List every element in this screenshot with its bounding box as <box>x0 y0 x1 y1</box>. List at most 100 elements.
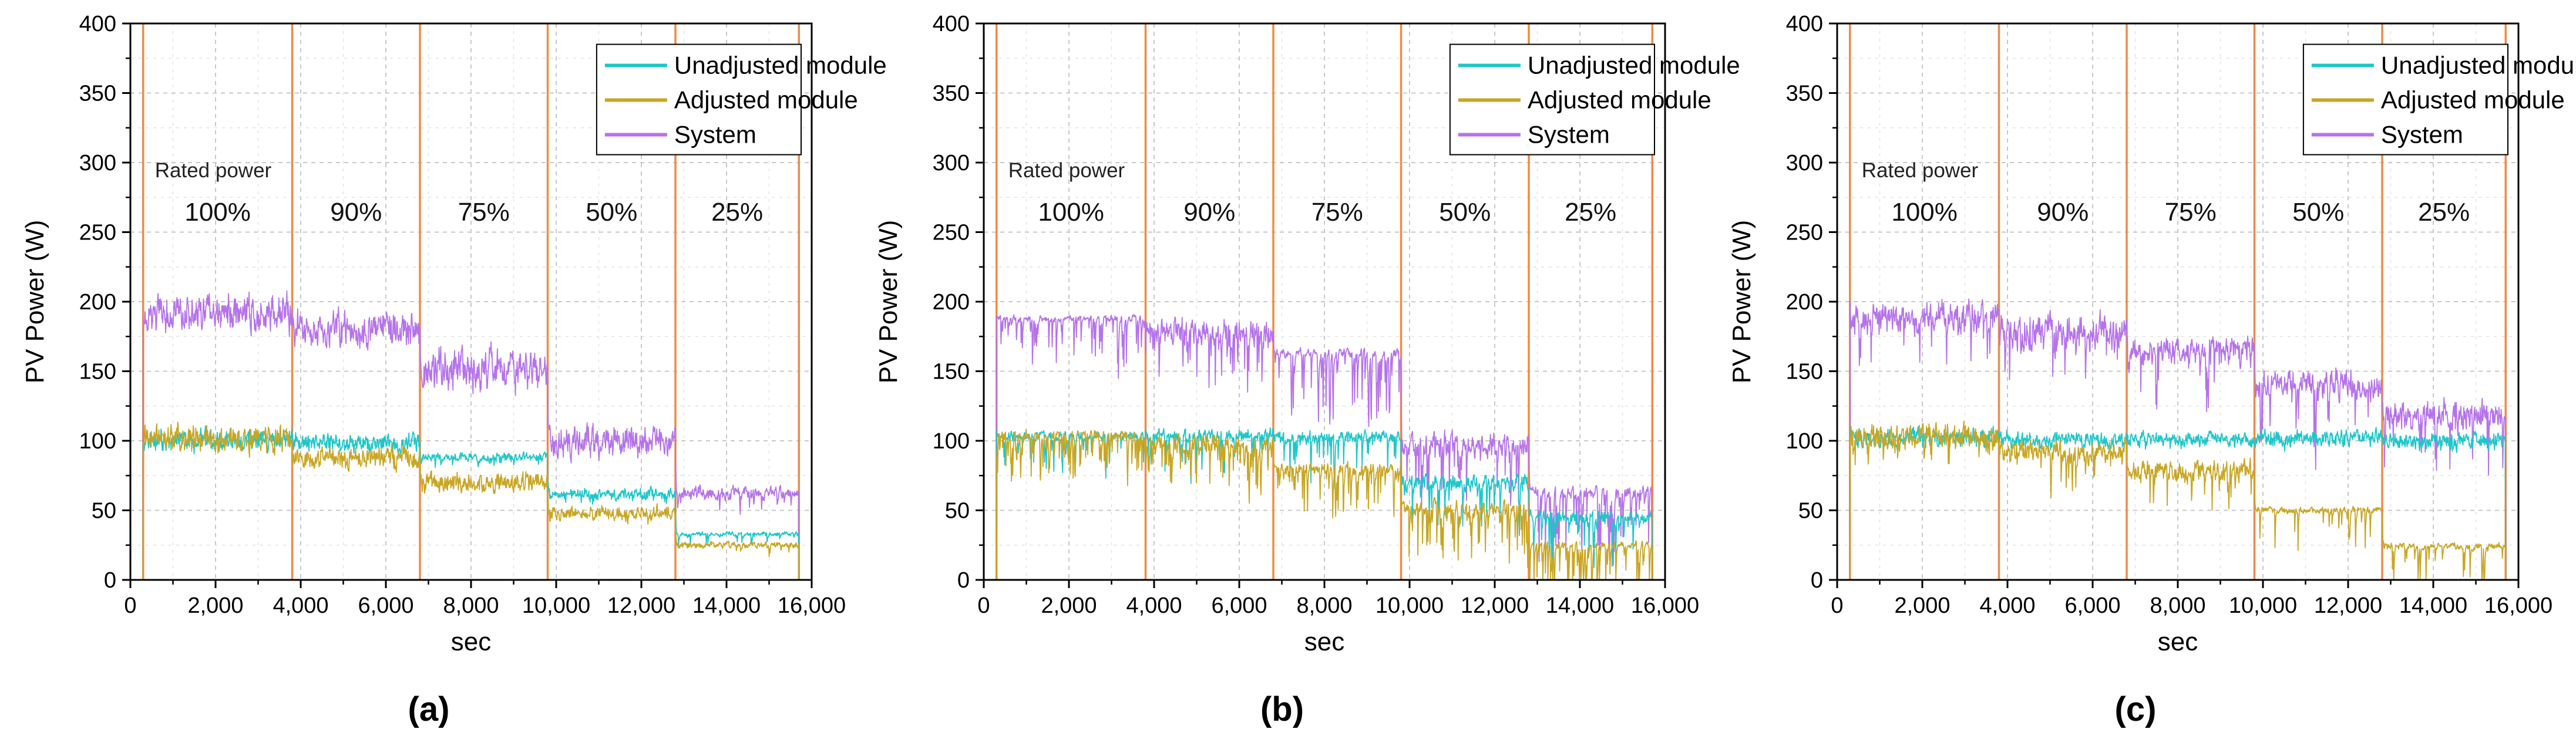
legend-label: System <box>674 121 756 148</box>
x-tick-label: 4,000 <box>273 593 328 618</box>
x-tick-label: 6,000 <box>358 593 413 618</box>
x-tick-label: 8,000 <box>2150 593 2205 618</box>
legend-label: System <box>1528 121 1610 148</box>
y-tick-label: 150 <box>79 360 116 384</box>
x-tick-label: 10,000 <box>522 593 590 618</box>
y-axis-title: PV Power (W) <box>874 220 903 384</box>
series-line-system <box>130 290 802 580</box>
stage-label: 90% <box>2037 198 2089 227</box>
annotation-rated-power: Rated power <box>155 159 272 182</box>
legend-label: Unadjusted module <box>2381 52 2576 79</box>
series-line-adjusted-module <box>1837 420 2508 580</box>
x-tick-label: 12,000 <box>1461 593 1529 618</box>
y-tick-label: 300 <box>79 151 116 175</box>
y-tick-label: 100 <box>1786 429 1823 454</box>
y-tick-label: 350 <box>1786 82 1823 106</box>
x-tick-label: 14,000 <box>692 593 761 618</box>
y-tick-label: 100 <box>79 429 116 454</box>
y-tick-label: 0 <box>1811 568 1823 593</box>
y-tick-label: 350 <box>933 82 970 106</box>
series-line-unadjusted-module <box>1837 426 2508 580</box>
x-axis-title: sec <box>2158 627 2198 656</box>
y-tick-label: 0 <box>104 568 116 593</box>
y-tick-label: 200 <box>933 290 970 315</box>
x-tick-label: 10,000 <box>1376 593 1444 618</box>
x-tick-label: 0 <box>124 593 136 618</box>
y-tick-label: 0 <box>957 568 970 593</box>
chart-panel-2: 0 2,000 4,000 6,000 8,000 10,000 12,000 14,000 1… <box>874 12 1740 728</box>
y-tick-label: 150 <box>1786 360 1823 384</box>
legend: Unadjusted module Adjusted module System <box>2302 43 2576 156</box>
series-line-unadjusted-module <box>130 425 802 580</box>
stage-label: 25% <box>711 198 763 227</box>
panel-caption: (b) <box>1260 690 1304 728</box>
x-tick-label: 16,000 <box>2484 593 2553 618</box>
legend: Unadjusted module Adjusted module System <box>1449 43 1740 156</box>
series-line-system <box>983 313 1655 580</box>
panel-caption: (a) <box>408 690 450 728</box>
x-tick-label: 16,000 <box>778 593 846 618</box>
stage-label: 25% <box>1565 198 1616 227</box>
x-tick-label: 10,000 <box>2229 593 2297 618</box>
y-tick-label: 150 <box>933 360 970 384</box>
y-tick-label: 50 <box>92 499 116 524</box>
legend-label: Adjusted module <box>1528 86 1711 114</box>
legend-label: Unadjusted module <box>674 52 887 79</box>
y-tick-label: 250 <box>933 221 970 245</box>
y-tick-label: 200 <box>1786 290 1823 315</box>
y-axis-title: PV Power (W) <box>21 220 49 384</box>
x-tick-label: 4,000 <box>1979 593 2035 618</box>
series-line-adjusted-module <box>130 421 802 580</box>
x-tick-label: 14,000 <box>1546 593 1614 618</box>
annotation-rated-power: Rated power <box>1862 159 1979 182</box>
series-line-adjusted-module <box>983 428 1655 580</box>
stage-label: 50% <box>2292 198 2344 227</box>
y-tick-label: 50 <box>945 499 970 524</box>
series-line-system <box>1837 298 2508 580</box>
y-tick-label: 400 <box>933 12 970 36</box>
x-tick-label: 16,000 <box>1631 593 1699 618</box>
grid-lines <box>130 23 812 580</box>
stage-label: 90% <box>330 198 382 227</box>
y-tick-label: 100 <box>933 429 970 454</box>
legend-label: System <box>2381 121 2463 148</box>
stage-label: 75% <box>2165 198 2217 227</box>
stage-label: 50% <box>1439 198 1491 227</box>
x-tick-label: 12,000 <box>607 593 675 618</box>
y-tick-label: 400 <box>1786 12 1823 36</box>
x-tick-label: 0 <box>977 593 990 618</box>
y-tick-label: 350 <box>79 82 116 106</box>
x-axis-title: sec <box>1304 627 1344 656</box>
y-axis-title: PV Power (W) <box>1727 220 1756 384</box>
stage-label: 100% <box>1891 198 1958 227</box>
stage-label: 100% <box>184 198 251 227</box>
legend-label: Adjusted module <box>2381 86 2565 114</box>
y-tick-label: 50 <box>1798 499 1823 524</box>
x-tick-label: 8,000 <box>443 593 499 618</box>
x-axis-title: sec <box>451 627 491 656</box>
x-tick-label: 6,000 <box>2064 593 2120 618</box>
annotation-rated-power: Rated power <box>1008 159 1125 182</box>
stage-label: 75% <box>458 198 510 227</box>
x-tick-label: 2,000 <box>1041 593 1097 618</box>
x-tick-label: 6,000 <box>1211 593 1267 618</box>
panel-caption: (c) <box>2115 690 2157 728</box>
y-tick-label: 250 <box>1786 221 1823 245</box>
chart-panel-3: 0 2,000 4,000 6,000 8,000 10,000 12,000 14,000 1… <box>1727 12 2576 728</box>
y-tick-label: 300 <box>1786 151 1823 175</box>
y-tick-label: 400 <box>79 12 116 36</box>
x-tick-label: 8,000 <box>1296 593 1352 618</box>
legend-label: Adjusted module <box>674 86 858 114</box>
x-tick-label: 0 <box>1831 593 1843 618</box>
x-tick-label: 14,000 <box>2399 593 2467 618</box>
y-tick-label: 300 <box>933 151 970 175</box>
x-tick-label: 2,000 <box>1894 593 1950 618</box>
stage-label: 50% <box>586 198 637 227</box>
stage-label: 75% <box>1311 198 1363 227</box>
legend: Unadjusted module Adjusted module System <box>596 43 887 156</box>
stage-label: 25% <box>2418 198 2470 227</box>
legend-label: Unadjusted module <box>1528 52 1740 79</box>
chart-panel-1: 0 2,000 4,000 6,000 8,000 10,000 12,000 14,000 1… <box>21 12 887 728</box>
y-tick-label: 250 <box>79 221 116 245</box>
